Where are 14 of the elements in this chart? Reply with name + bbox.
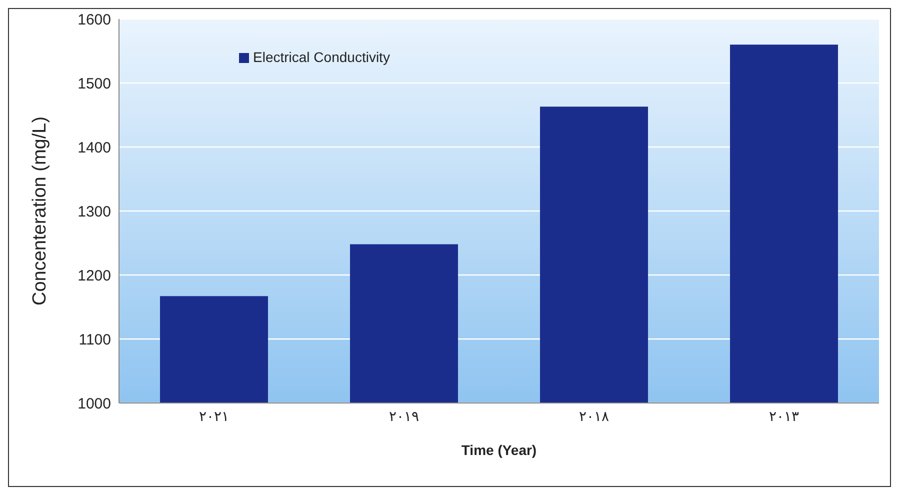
x-tick-label: ٢٠١٨ bbox=[578, 408, 610, 425]
y-tick-label: 1000 bbox=[78, 395, 111, 412]
y-tick-label: 1500 bbox=[78, 75, 111, 92]
y-axis-title: Concenteration (mg/L) bbox=[30, 116, 51, 306]
y-tick-label: 1100 bbox=[78, 331, 111, 348]
x-tick-label: ٢٠١٣ bbox=[768, 408, 800, 425]
y-tick-label: 1400 bbox=[78, 139, 111, 156]
x-axis-title: Time (Year) bbox=[461, 442, 537, 458]
y-tick-label: 1300 bbox=[78, 203, 111, 220]
y-tick-label: 1200 bbox=[78, 267, 111, 284]
x-tick-label: ٢٠٢١ bbox=[198, 408, 230, 425]
y-tick-label: 1600 bbox=[78, 11, 111, 28]
x-tick-label: ٢٠١٩ bbox=[388, 408, 420, 425]
legend-label: Electrical Conductivity bbox=[253, 49, 390, 65]
